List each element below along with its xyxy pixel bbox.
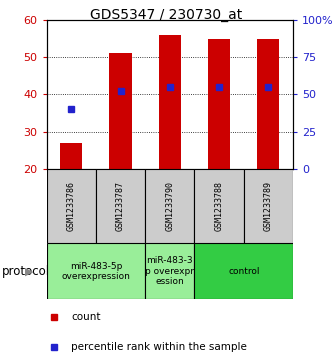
Bar [47,243,145,299]
Bar [194,243,293,299]
Bar [60,143,82,169]
Text: protocol: protocol [2,265,50,278]
Bar [110,53,132,169]
Text: GSM1233787: GSM1233787 [116,181,125,231]
Bar [96,169,145,243]
Bar [47,169,96,243]
Text: control: control [228,267,259,276]
Bar [145,169,194,243]
Bar [145,243,194,299]
Text: count: count [71,312,101,322]
Bar [244,169,293,243]
Text: percentile rank within the sample: percentile rank within the sample [71,342,247,352]
Text: ▶: ▶ [25,266,33,276]
Bar [194,169,244,243]
Text: GSM1233786: GSM1233786 [67,181,76,231]
Text: GSM1233790: GSM1233790 [165,181,174,231]
Text: GSM1233788: GSM1233788 [214,181,224,231]
Text: GSM1233789: GSM1233789 [264,181,273,231]
Bar [208,38,230,169]
Text: GDS5347 / 230730_at: GDS5347 / 230730_at [90,8,243,22]
Text: miR-483-5p
overexpression: miR-483-5p overexpression [62,262,130,281]
Bar [257,38,279,169]
Bar [159,35,181,169]
Text: miR-483-3
p overexpr
ession: miR-483-3 p overexpr ession [145,256,194,286]
